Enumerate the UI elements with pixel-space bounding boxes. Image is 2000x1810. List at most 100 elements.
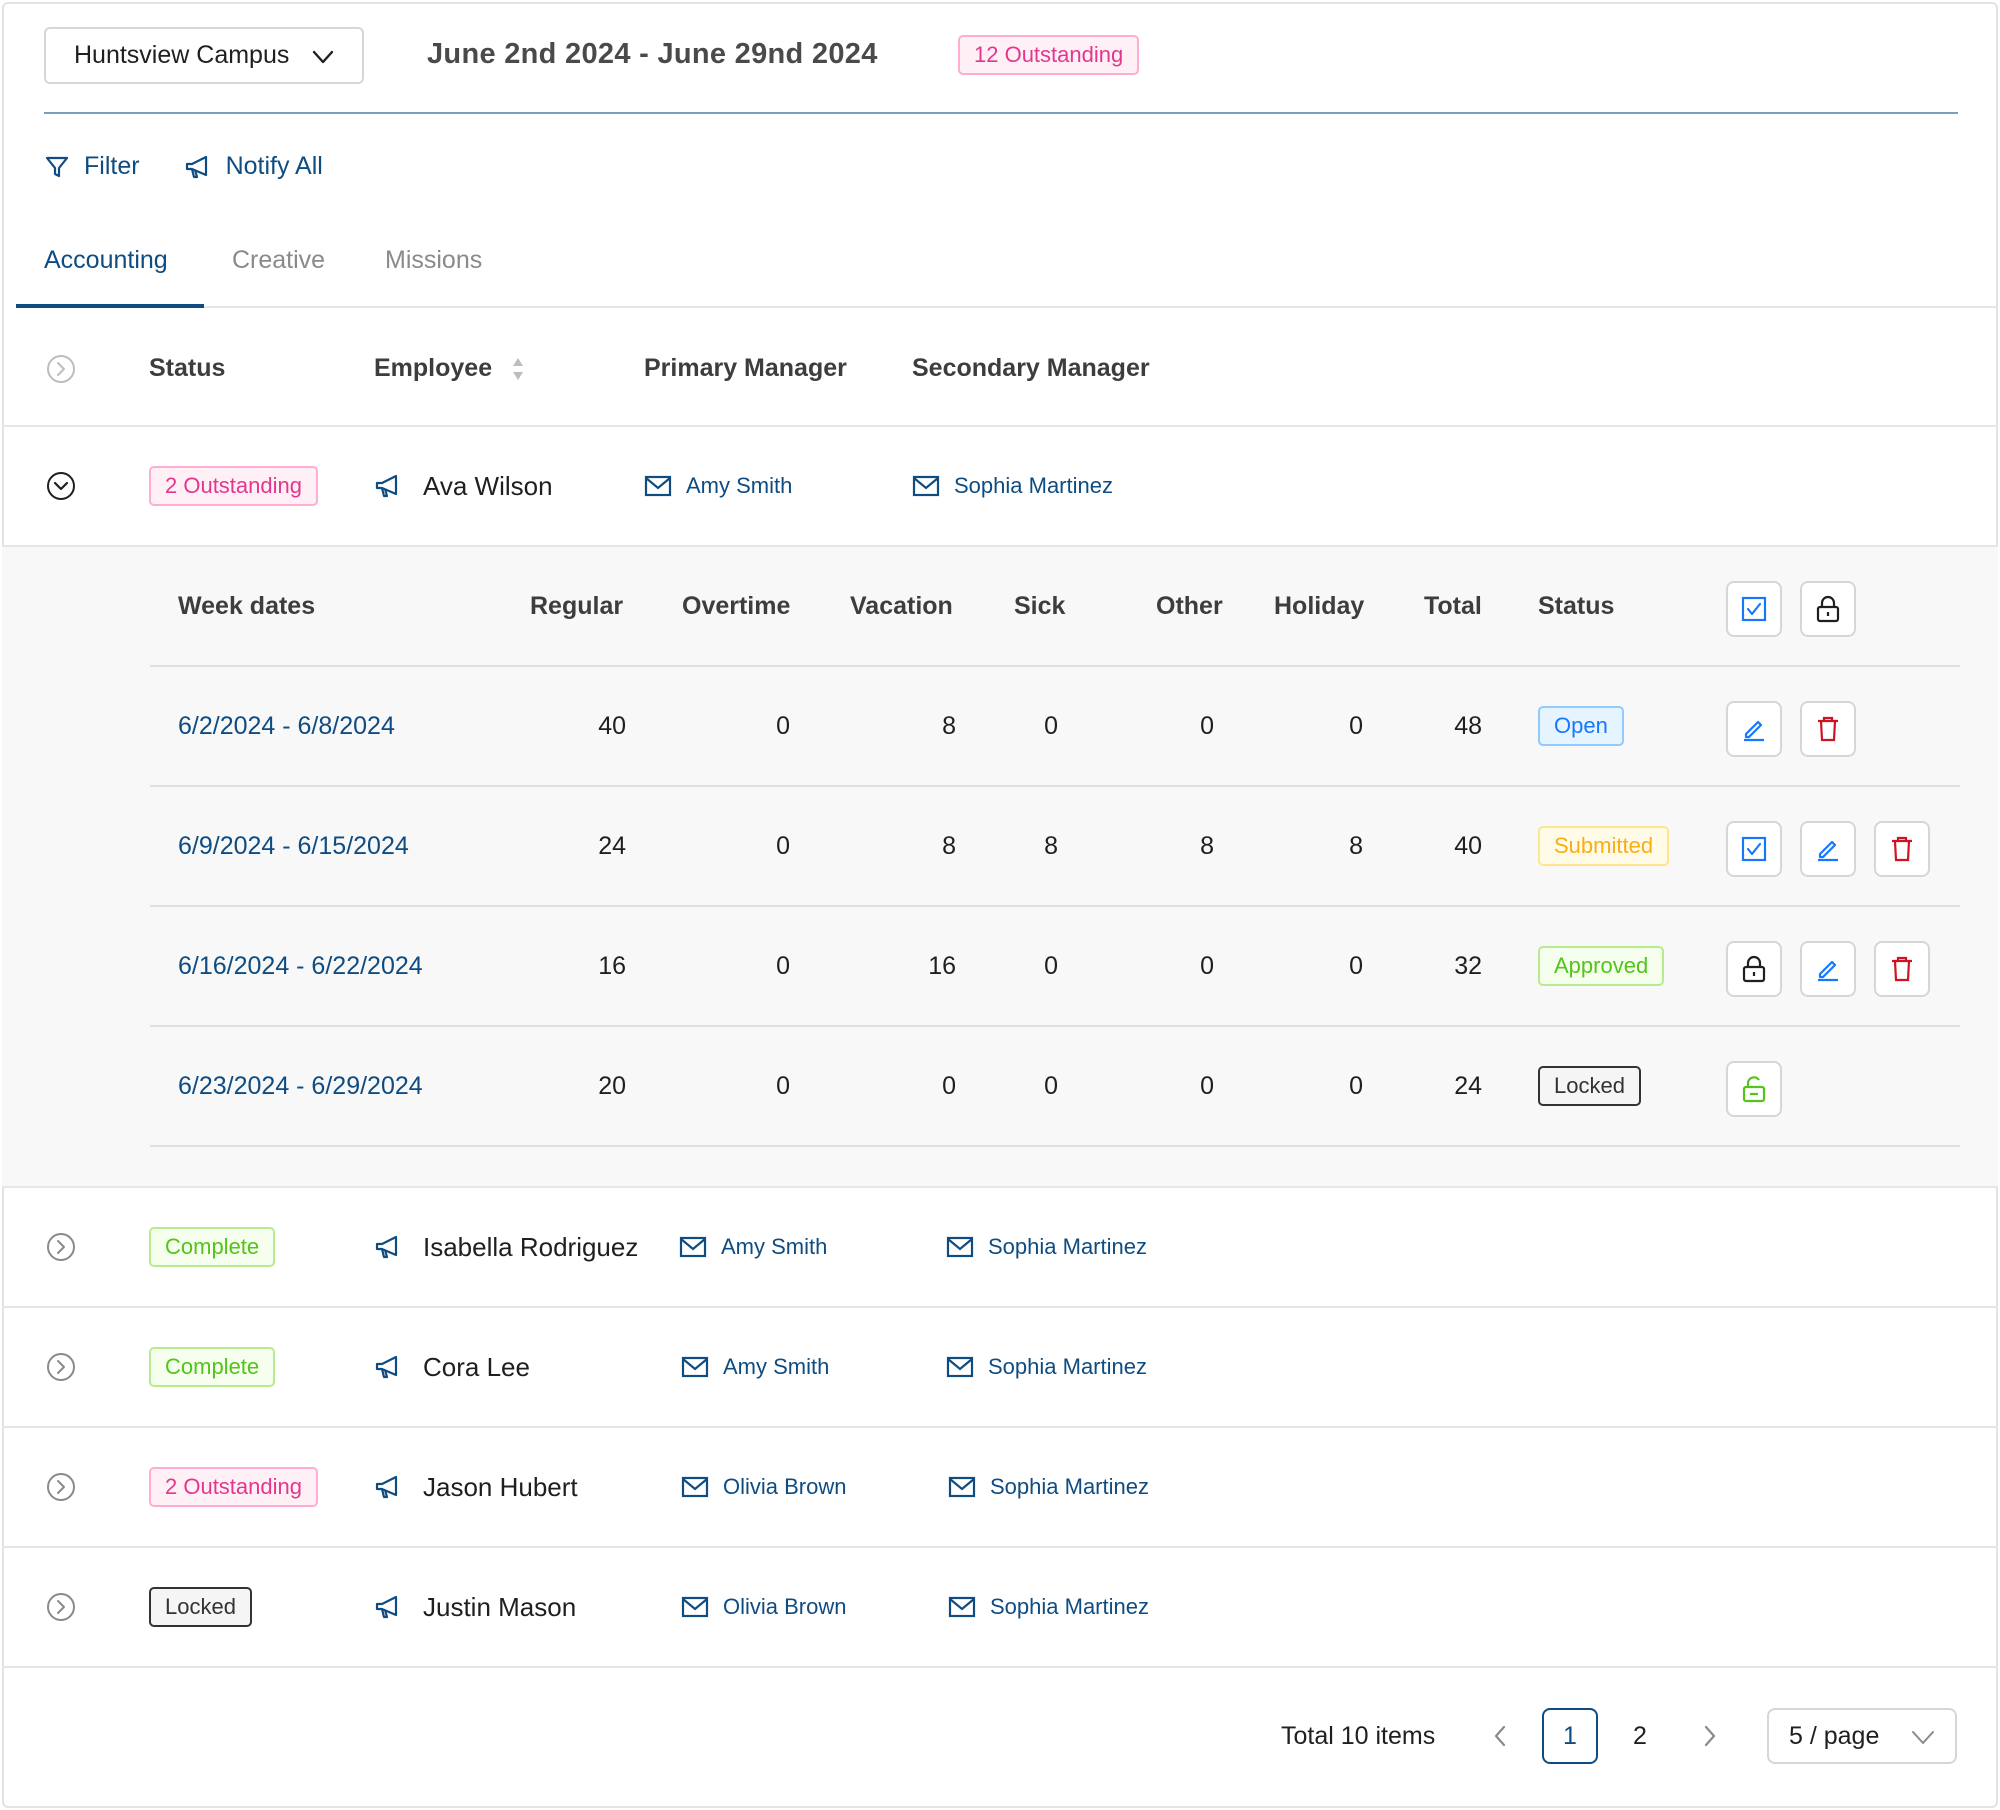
column-header-week-status: Status — [1538, 591, 1615, 620]
expand-row-icon[interactable] — [46, 1188, 76, 1306]
filter-icon — [44, 154, 70, 180]
next-page-button[interactable] — [1682, 1708, 1738, 1764]
primary-manager-link[interactable]: Amy Smith — [679, 1188, 827, 1306]
table-row[interactable]: Complete Cora Lee Amy Smith Sophia Marti… — [2, 1308, 1998, 1428]
column-header-employee[interactable]: Employee — [374, 354, 493, 382]
edit-week-button[interactable] — [1800, 821, 1856, 877]
edit-icon — [1815, 956, 1841, 982]
expand-row-icon[interactable] — [46, 1428, 76, 1546]
column-header-secondary-manager: Secondary Manager — [912, 354, 1150, 382]
header-divider — [44, 112, 1958, 114]
table-row[interactable]: Locked Justin Mason Olivia Brown Sophia … — [2, 1548, 1998, 1668]
primary-manager-name: Amy Smith — [686, 473, 793, 498]
secondary-manager-link[interactable]: Sophia Martinez — [946, 1188, 1147, 1306]
notify-employee-icon[interactable] — [374, 1308, 402, 1426]
table-row[interactable]: 2 Outstanding Jason Hubert Olivia Brown … — [2, 1428, 1998, 1548]
prev-page-button[interactable] — [1472, 1708, 1528, 1764]
unlock-icon — [1741, 1075, 1767, 1103]
week-status-badge: Approved — [1538, 946, 1665, 986]
vacation-hours: 16 — [928, 951, 956, 980]
filter-button[interactable]: Filter — [44, 152, 140, 181]
notify-all-label: Notify All — [225, 152, 323, 180]
megaphone-icon — [184, 154, 212, 180]
regular-hours: 40 — [598, 711, 626, 740]
week-dates-link[interactable]: 6/16/2024 - 6/22/2024 — [178, 951, 423, 980]
delete-week-button[interactable] — [1874, 821, 1930, 877]
total-hours: 32 — [1454, 951, 1482, 980]
column-header-primary-manager: Primary Manager — [644, 354, 847, 382]
primary-manager-link[interactable]: Amy Smith — [644, 427, 792, 545]
campus-select[interactable]: Huntsview Campus — [44, 27, 364, 84]
holiday-hours: 0 — [1349, 1071, 1363, 1100]
collapse-row-icon[interactable] — [46, 427, 76, 545]
page-size-select[interactable]: 5 / page — [1767, 1708, 1957, 1764]
edit-week-button[interactable] — [1726, 701, 1782, 757]
approve-week-button[interactable] — [1726, 821, 1782, 877]
secondary-manager-link[interactable]: Sophia Martinez — [948, 1428, 1149, 1546]
secondary-manager-link[interactable]: Sophia Martinez — [912, 427, 1113, 545]
sick-hours: 0 — [1044, 951, 1058, 980]
column-header-regular: Regular — [530, 591, 624, 620]
notify-employee-icon[interactable] — [374, 1548, 402, 1666]
edit-week-button[interactable] — [1800, 941, 1856, 997]
mail-icon — [679, 1236, 707, 1258]
lock-all-button[interactable] — [1800, 581, 1856, 637]
notify-all-button[interactable]: Notify All — [184, 152, 323, 181]
primary-manager-name: Olivia Brown — [723, 1594, 847, 1619]
column-header-other: Other — [1156, 591, 1223, 620]
delete-week-button[interactable] — [1874, 941, 1930, 997]
sick-hours: 0 — [1044, 1071, 1058, 1100]
tab-creative[interactable]: Creative — [232, 246, 326, 274]
mail-icon — [681, 1356, 709, 1378]
sick-hours: 8 — [1044, 831, 1058, 860]
expand-all-icon[interactable] — [46, 354, 76, 384]
week-dates-link[interactable]: 6/23/2024 - 6/29/2024 — [178, 1071, 423, 1100]
regular-hours: 20 — [598, 1071, 626, 1100]
timesheet-panel: Week dates Regular Overtime Vacation Sic… — [2, 547, 1998, 1188]
sort-icon[interactable] — [511, 356, 525, 382]
column-header-status: Status — [149, 354, 226, 382]
filter-label: Filter — [84, 152, 140, 180]
table-row[interactable]: 2 Outstanding Ava Wilson Amy Smith Sophi… — [2, 427, 1998, 547]
column-header-vacation: Vacation — [850, 591, 953, 620]
tab-accounting[interactable]: Accounting — [44, 246, 168, 274]
lock-icon — [1741, 955, 1767, 983]
department-tabs: Accounting Creative Missions — [16, 238, 1996, 308]
delete-week-button[interactable] — [1800, 701, 1856, 757]
notify-employee-icon[interactable] — [374, 427, 402, 545]
overtime-hours: 0 — [776, 951, 790, 980]
pagination-total: Total 10 items — [1281, 1722, 1436, 1750]
secondary-manager-link[interactable]: Sophia Martinez — [948, 1548, 1149, 1666]
lock-week-button[interactable] — [1726, 941, 1782, 997]
primary-manager-link[interactable]: Amy Smith — [681, 1308, 829, 1426]
status-badge: Complete — [149, 1347, 276, 1387]
status-badge: 2 Outstanding — [149, 466, 318, 506]
regular-hours: 16 — [598, 951, 626, 980]
primary-manager-name: Amy Smith — [721, 1234, 828, 1259]
page-button-1[interactable]: 1 — [1542, 1708, 1598, 1764]
notify-employee-icon[interactable] — [374, 1428, 402, 1546]
primary-manager-name: Olivia Brown — [723, 1474, 847, 1499]
secondary-manager-link[interactable]: Sophia Martinez — [946, 1308, 1147, 1426]
approve-all-button[interactable] — [1726, 581, 1782, 637]
unlock-week-button[interactable] — [1726, 1061, 1782, 1117]
notify-employee-icon[interactable] — [374, 1188, 402, 1306]
week-dates-link[interactable]: 6/9/2024 - 6/15/2024 — [178, 831, 409, 860]
week-dates-link[interactable]: 6/2/2024 - 6/8/2024 — [178, 711, 395, 740]
expand-row-icon[interactable] — [46, 1548, 76, 1666]
employee-name: Cora Lee — [423, 1351, 530, 1382]
page-button-2[interactable]: 2 — [1633, 1721, 1647, 1750]
status-badge: 2 Outstanding — [149, 1467, 318, 1507]
secondary-manager-name: Sophia Martinez — [988, 1234, 1147, 1259]
check-square-icon — [1741, 596, 1767, 622]
timesheet-header: Week dates Regular Overtime Vacation Sic… — [150, 547, 1960, 667]
table-row[interactable]: Complete Isabella Rodriguez Amy Smith So… — [2, 1188, 1998, 1308]
primary-manager-link[interactable]: Olivia Brown — [681, 1548, 846, 1666]
sick-hours: 0 — [1044, 711, 1058, 740]
active-tab-indicator — [16, 304, 204, 308]
chevron-right-icon — [1702, 1724, 1718, 1748]
timesheet-row: 6/9/2024 - 6/15/2024 24 0 8 8 8 8 40 Sub… — [150, 787, 1960, 907]
expand-row-icon[interactable] — [46, 1308, 76, 1426]
tab-missions[interactable]: Missions — [385, 246, 483, 274]
primary-manager-link[interactable]: Olivia Brown — [681, 1428, 846, 1546]
